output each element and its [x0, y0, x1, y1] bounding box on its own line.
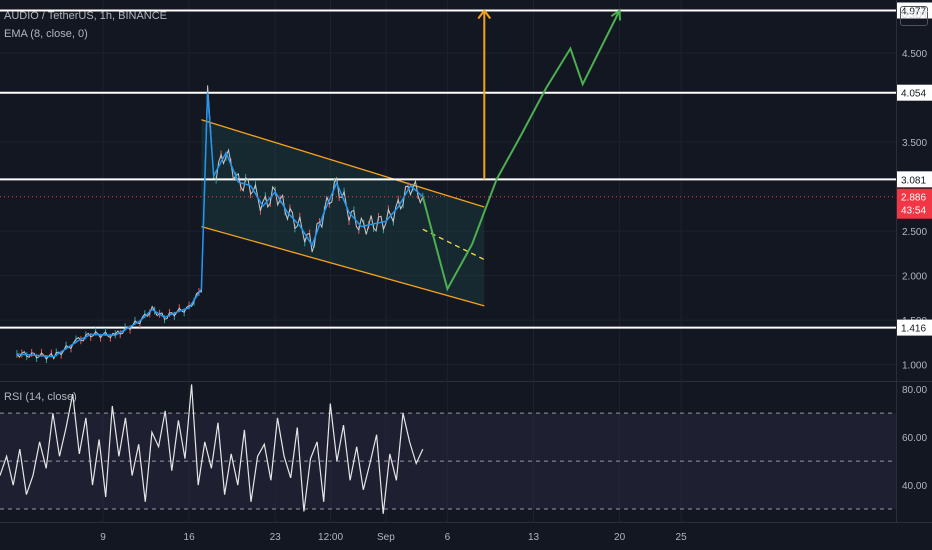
- level-label-box: [897, 171, 932, 188]
- currency-button[interactable]: USDT: [900, 6, 928, 26]
- price-tick-label: 1.000: [902, 361, 927, 372]
- level-label: 3.081: [901, 175, 926, 186]
- symbol-legend[interactable]: AUDIO / TetherUS, 1h, BINANCE: [4, 10, 168, 22]
- time-tick-label: 25: [676, 532, 688, 543]
- time-tick-label: 9: [100, 532, 106, 543]
- projection-arrowhead: [610, 8, 621, 21]
- price-tick-label: 4.500: [902, 49, 927, 60]
- level-label: 1.416: [901, 324, 926, 335]
- time-tick-label: 12:00: [318, 532, 343, 543]
- time-tick-label: 23: [270, 532, 282, 543]
- countdown-label: 43:54: [901, 206, 926, 217]
- price-tick-label: 3.500: [902, 138, 927, 149]
- ema-line: [16, 92, 424, 358]
- price-tick-label: 2.500: [902, 227, 927, 238]
- target-arrowhead: [477, 8, 492, 20]
- rsi-tick-label: 40.00: [902, 481, 927, 492]
- price-line: [16, 85, 424, 360]
- pane-separator: [0, 381, 932, 382]
- price-tick-label: 2.000: [902, 272, 927, 283]
- time-tick-label: Sep: [377, 532, 395, 543]
- price-axis-border: [896, 0, 897, 522]
- time-axis-border: [0, 522, 932, 523]
- last-price-label: 2.886: [901, 193, 926, 204]
- time-tick-label: 20: [614, 532, 626, 543]
- level-label: 4.977: [901, 7, 926, 18]
- rsi-tick-label: 80.00: [902, 385, 927, 396]
- channel-lower-line: [201, 225, 485, 307]
- time-tick-label: 16: [184, 532, 196, 543]
- time-tick-label: 6: [445, 532, 451, 543]
- ema-legend[interactable]: EMA (8, close, 0): [4, 28, 88, 40]
- time-tick-label: 13: [528, 532, 540, 543]
- channel-fill: [201, 119, 485, 306]
- rsi-pane: [0, 384, 896, 514]
- level-label: 4.054: [901, 89, 926, 100]
- channel-upper-line: [201, 119, 485, 208]
- projection-path: [421, 10, 621, 292]
- axes: 1.0001.5002.0002.5003.5004.5009162312:00…: [100, 2, 932, 543]
- rsi-tick-label: 60.00: [902, 433, 927, 444]
- rsi-line: [0, 384, 424, 514]
- rsi-legend[interactable]: RSI (14, close): [4, 391, 77, 403]
- level-label-box: [897, 319, 932, 336]
- level-label-box: [897, 84, 932, 101]
- last-price-box: [897, 188, 932, 219]
